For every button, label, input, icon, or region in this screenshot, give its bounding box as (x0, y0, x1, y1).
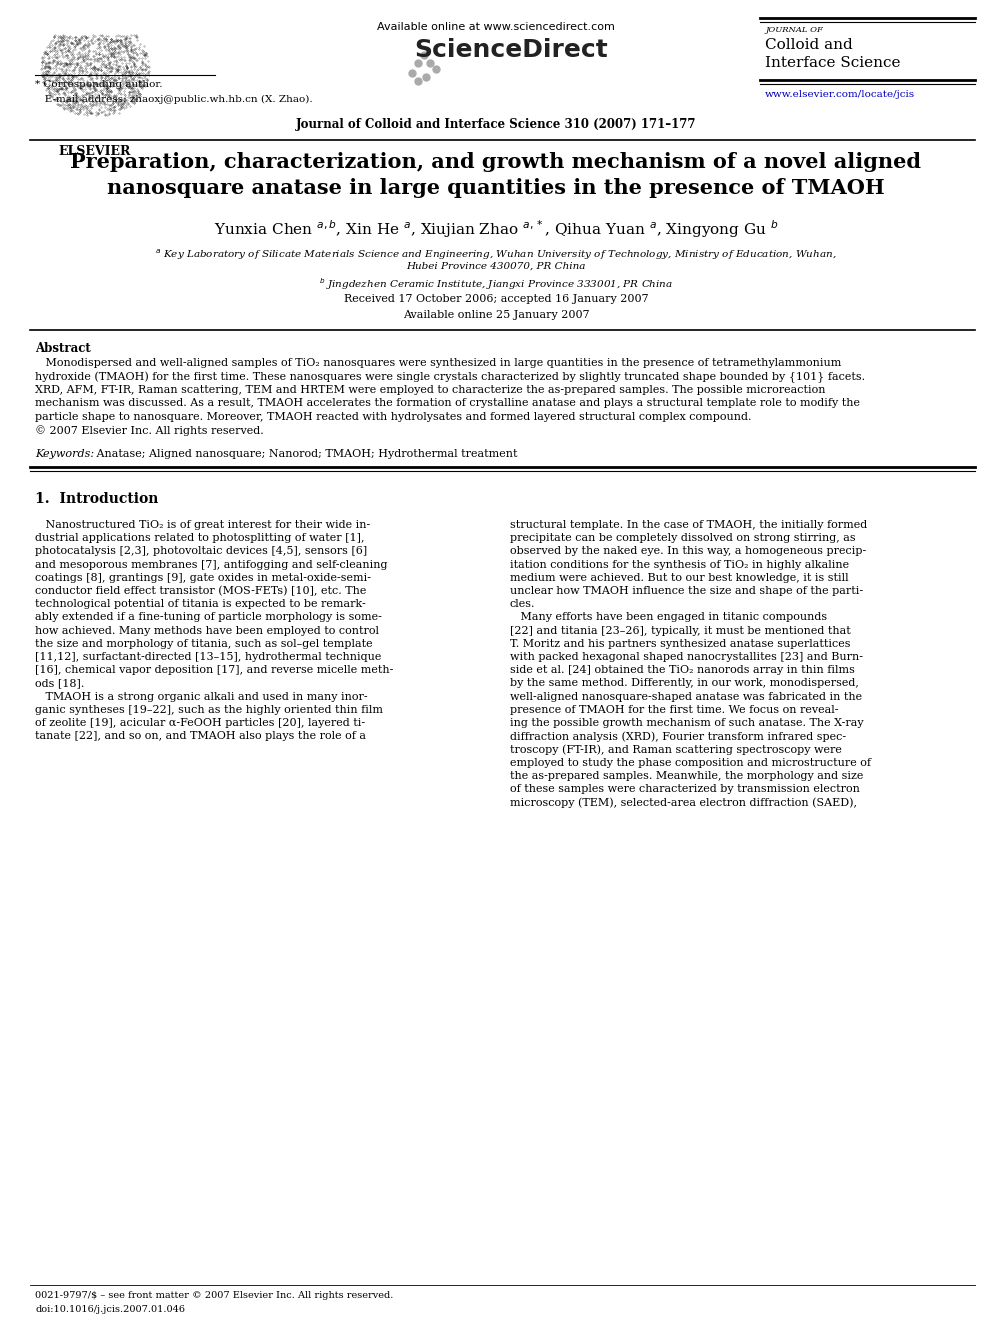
Text: presence of TMAOH for the first time. We focus on reveal-: presence of TMAOH for the first time. We… (510, 705, 838, 714)
Text: 0021-9797/$ – see front matter © 2007 Elsevier Inc. All rights reserved.: 0021-9797/$ – see front matter © 2007 El… (35, 1291, 394, 1301)
Text: troscopy (FT-IR), and Raman scattering spectroscopy were: troscopy (FT-IR), and Raman scattering s… (510, 745, 842, 755)
Text: ods [18].: ods [18]. (35, 679, 84, 688)
Text: Nanostructured TiO₂ is of great interest for their wide in-: Nanostructured TiO₂ is of great interest… (35, 520, 370, 531)
Text: Journal of Colloid and Interface Science 310 (2007) 171–177: Journal of Colloid and Interface Science… (296, 118, 696, 131)
Text: of these samples were characterized by transmission electron: of these samples were characterized by t… (510, 785, 860, 794)
Text: the as-prepared samples. Meanwhile, the morphology and size: the as-prepared samples. Meanwhile, the … (510, 771, 863, 781)
Text: particle shape to nanosquare. Moreover, TMAOH reacted with hydrolysates and form: particle shape to nanosquare. Moreover, … (35, 411, 752, 422)
Text: 1.  Introduction: 1. Introduction (35, 492, 159, 505)
Text: Keywords:: Keywords: (35, 448, 94, 459)
Text: $^{b}$ Jingdezhen Ceramic Institute, Jiangxi Province 333001, PR China: $^{b}$ Jingdezhen Ceramic Institute, Jia… (318, 277, 674, 292)
Text: Colloid and: Colloid and (765, 38, 853, 52)
Text: cles.: cles. (510, 599, 536, 609)
Text: photocatalysis [2,3], photovoltaic devices [4,5], sensors [6]: photocatalysis [2,3], photovoltaic devic… (35, 546, 367, 557)
Text: JOURNAL OF: JOURNAL OF (765, 26, 822, 34)
Text: [16], chemical vapor deposition [17], and reverse micelle meth-: [16], chemical vapor deposition [17], an… (35, 665, 394, 675)
Text: nanosquare anatase in large quantities in the presence of TMAOH: nanosquare anatase in large quantities i… (107, 179, 885, 198)
Text: microscopy (TEM), selected-area electron diffraction (SAED),: microscopy (TEM), selected-area electron… (510, 798, 857, 808)
Text: Hubei Province 430070, PR China: Hubei Province 430070, PR China (407, 262, 585, 271)
Text: Anatase; Aligned nanosquare; Nanorod; TMAOH; Hydrothermal treatment: Anatase; Aligned nanosquare; Nanorod; TM… (93, 448, 518, 459)
Text: [11,12], surfactant-directed [13–15], hydrothermal technique: [11,12], surfactant-directed [13–15], hy… (35, 652, 381, 662)
Text: tanate [22], and so on, and TMAOH also plays the role of a: tanate [22], and so on, and TMAOH also p… (35, 732, 366, 741)
Text: mechanism was discussed. As a result, TMAOH accelerates the formation of crystal: mechanism was discussed. As a result, TM… (35, 398, 860, 409)
Text: Received 17 October 2006; accepted 16 January 2007: Received 17 October 2006; accepted 16 Ja… (343, 294, 649, 304)
Text: * Corresponding author.: * Corresponding author. (35, 79, 163, 89)
Text: Yunxia Chen $^{a,b}$, Xin He $^{a}$, Xiujian Zhao $^{a,*}$, Qihua Yuan $^{a}$, X: Yunxia Chen $^{a,b}$, Xin He $^{a}$, Xiu… (213, 218, 779, 239)
Text: doi:10.1016/j.jcis.2007.01.046: doi:10.1016/j.jcis.2007.01.046 (35, 1304, 185, 1314)
Text: of zeolite [19], acicular α-FeOOH particles [20], layered ti-: of zeolite [19], acicular α-FeOOH partic… (35, 718, 365, 728)
Text: technological potential of titania is expected to be remark-: technological potential of titania is ex… (35, 599, 366, 609)
Text: TMAOH is a strong organic alkali and used in many inor-: TMAOH is a strong organic alkali and use… (35, 692, 368, 701)
Text: Interface Science: Interface Science (765, 56, 901, 70)
Text: side et al. [24] obtained the TiO₂ nanorods array in thin films: side et al. [24] obtained the TiO₂ nanor… (510, 665, 855, 675)
Text: medium were achieved. But to our best knowledge, it is still: medium were achieved. But to our best kn… (510, 573, 848, 583)
Text: Available online 25 January 2007: Available online 25 January 2007 (403, 310, 589, 320)
Text: Many efforts have been engaged in titanic compounds: Many efforts have been engaged in titani… (510, 613, 827, 622)
Text: and mesoporous membranes [7], antifogging and self-cleaning: and mesoporous membranes [7], antifoggin… (35, 560, 388, 570)
Text: how achieved. Many methods have been employed to control: how achieved. Many methods have been emp… (35, 626, 379, 635)
Text: $^{a}$ Key Laboratory of Silicate Materials Science and Engineering, Wuhan Unive: $^{a}$ Key Laboratory of Silicate Materi… (155, 247, 837, 262)
Text: well-aligned nanosquare-shaped anatase was fabricated in the: well-aligned nanosquare-shaped anatase w… (510, 692, 862, 701)
Text: diffraction analysis (XRD), Fourier transform infrared spec-: diffraction analysis (XRD), Fourier tran… (510, 732, 846, 742)
Text: employed to study the phase composition and microstructure of: employed to study the phase composition … (510, 758, 871, 767)
Text: XRD, AFM, FT-IR, Raman scattering, TEM and HRTEM were employed to characterize t: XRD, AFM, FT-IR, Raman scattering, TEM a… (35, 385, 825, 396)
Text: unclear how TMAOH influence the size and shape of the parti-: unclear how TMAOH influence the size and… (510, 586, 863, 595)
Text: ganic syntheses [19–22], such as the highly oriented thin film: ganic syntheses [19–22], such as the hig… (35, 705, 383, 714)
Text: by the same method. Differently, in our work, monodispersed,: by the same method. Differently, in our … (510, 679, 859, 688)
Text: Available online at www.sciencedirect.com: Available online at www.sciencedirect.co… (377, 22, 615, 32)
Text: ably extended if a fine-tuning of particle morphology is some-: ably extended if a fine-tuning of partic… (35, 613, 382, 622)
Text: coatings [8], grantings [9], gate oxides in metal-oxide-semi-: coatings [8], grantings [9], gate oxides… (35, 573, 371, 583)
Text: ScienceDirect: ScienceDirect (414, 38, 608, 62)
Text: conductor field effect transistor (MOS-FETs) [10], etc. The: conductor field effect transistor (MOS-F… (35, 586, 366, 597)
Text: itation conditions for the synthesis of TiO₂ in highly alkaline: itation conditions for the synthesis of … (510, 560, 849, 570)
Text: observed by the naked eye. In this way, a homogeneous precip-: observed by the naked eye. In this way, … (510, 546, 866, 557)
Text: © 2007 Elsevier Inc. All rights reserved.: © 2007 Elsevier Inc. All rights reserved… (35, 426, 264, 437)
Text: the size and morphology of titania, such as sol–gel template: the size and morphology of titania, such… (35, 639, 373, 648)
Text: with packed hexagonal shaped nanocrystallites [23] and Burn-: with packed hexagonal shaped nanocrystal… (510, 652, 863, 662)
Text: structural template. In the case of TMAOH, the initially formed: structural template. In the case of TMAO… (510, 520, 867, 531)
Text: Monodispersed and well-aligned samples of TiO₂ nanosquares were synthesized in l: Monodispersed and well-aligned samples o… (35, 359, 841, 368)
Text: ELSEVIER: ELSEVIER (59, 146, 131, 157)
Text: T. Moritz and his partners synthesized anatase superlattices: T. Moritz and his partners synthesized a… (510, 639, 850, 648)
Text: www.elsevier.com/locate/jcis: www.elsevier.com/locate/jcis (765, 90, 916, 99)
Text: Preparation, characterization, and growth mechanism of a novel aligned: Preparation, characterization, and growt… (70, 152, 922, 172)
Text: [22] and titania [23–26], typically, it must be mentioned that: [22] and titania [23–26], typically, it … (510, 626, 851, 635)
Text: ing the possible growth mechanism of such anatase. The X-ray: ing the possible growth mechanism of suc… (510, 718, 864, 728)
Text: dustrial applications related to photosplitting of water [1],: dustrial applications related to photosp… (35, 533, 364, 544)
Text: precipitate can be completely dissolved on strong stirring, as: precipitate can be completely dissolved … (510, 533, 856, 544)
Text: Abstract: Abstract (35, 343, 90, 355)
Text: E-mail address: zhaoxj@public.wh.hb.cn (X. Zhao).: E-mail address: zhaoxj@public.wh.hb.cn (… (35, 95, 312, 105)
Text: hydroxide (TMAOH) for the first time. These nanosquares were single crystals cha: hydroxide (TMAOH) for the first time. Th… (35, 372, 865, 382)
